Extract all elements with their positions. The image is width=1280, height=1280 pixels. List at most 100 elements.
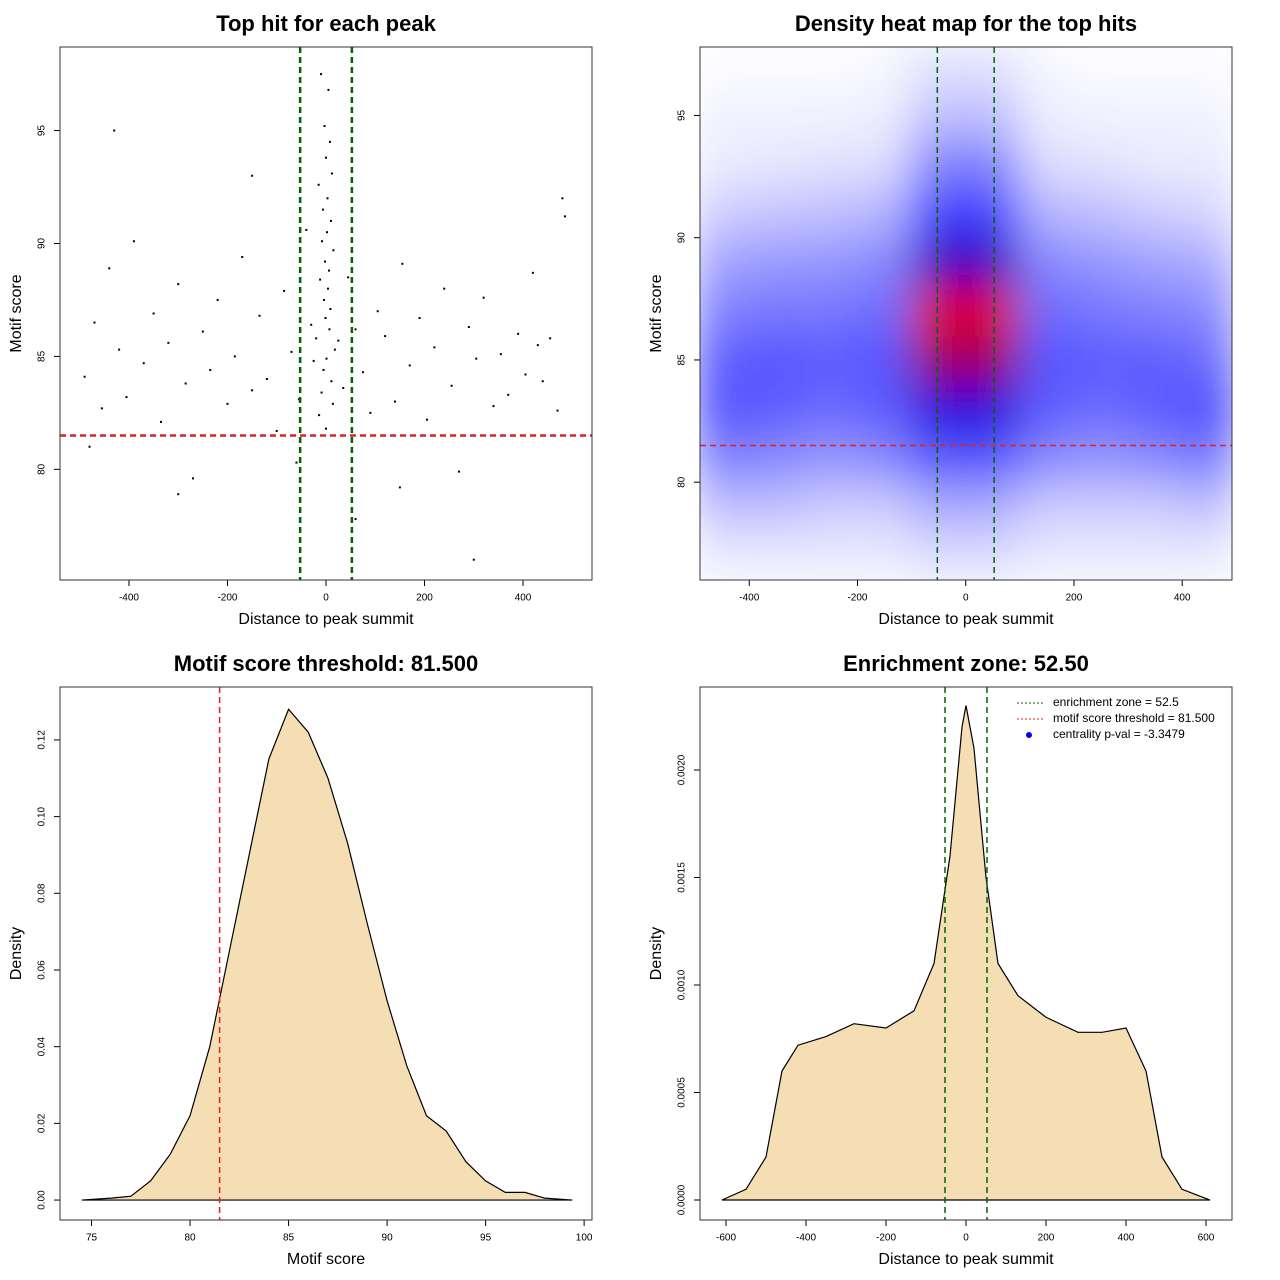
y-tick-label: 85 [677,354,688,366]
point [323,125,326,128]
heat-cell [1127,286,1183,337]
heat-cell [1181,432,1232,483]
y-tick-label: 0.0020 [677,754,688,785]
heat-cell [911,383,967,434]
point [258,314,261,317]
point [472,558,475,561]
point [226,402,229,405]
y-tick-label: 0.00 [37,1190,48,1210]
heat-cell [1181,286,1232,337]
heat-cell [748,90,804,141]
point [233,355,236,358]
heat-cell [856,432,913,483]
plot-frame [699,46,1233,581]
y-tick-label: 95 [677,109,688,121]
point [325,156,327,159]
point [563,215,566,218]
heat-cell [1019,90,1075,141]
heat-cell [1181,481,1232,532]
heat-cell [700,383,750,434]
heat-cell [700,530,750,580]
heat-cell [1127,237,1183,288]
heat-cell [748,432,804,483]
point [329,307,332,310]
heat-cell [802,383,858,434]
heat-cell [1127,530,1183,580]
plot-frame [59,686,593,1221]
legend-label: centrality p-val = -3.3479 [1053,727,1185,741]
heat-cell [748,481,804,532]
point [369,411,372,414]
heat-cell [700,335,750,385]
heat-cell [802,335,858,385]
chart-title: Enrichment zone: 52.50 [843,651,1089,676]
point [319,278,322,281]
heat-cell [748,335,804,385]
point [492,405,495,408]
heat-cell [1127,47,1183,92]
chart-title: Motif score threshold: 81.500 [174,651,478,676]
heat-cell [1019,481,1075,532]
heat-cell [700,286,750,337]
point [561,197,564,200]
heat-cell [1019,188,1075,239]
y-tick-label: 0.0010 [677,969,688,1000]
heat-cell [856,530,913,580]
point [320,73,323,76]
point [354,328,357,331]
heat-cell [911,530,967,580]
x-axis-label: Distance to peak summit [878,611,1054,628]
x-tick-label: 85 [283,1233,295,1244]
x-tick-label: 95 [480,1233,492,1244]
point [216,298,219,301]
heat-cell [911,481,967,532]
heat-cell [856,47,913,92]
point [241,256,244,259]
point [201,330,204,333]
heat-cell [748,188,804,239]
point [475,357,478,360]
heat-cell [1073,530,1129,580]
point [331,402,334,405]
chart-title: Density heat map for the top hits [795,11,1137,36]
point [177,283,180,286]
y-tick-label: 0.0015 [677,862,688,893]
y-tick-label: 90 [677,232,688,244]
x-tick-label: 400 [515,593,532,604]
point [398,486,401,489]
y-axis-label: Density [648,927,665,980]
point [327,88,330,91]
point [320,391,323,394]
x-tick-label: 75 [86,1233,98,1244]
point [108,267,111,270]
heat-cell [802,530,858,580]
heat-cell [965,139,1021,190]
heat-cell [1127,383,1183,434]
legend-label: motif score threshold = 81.500 [1053,711,1215,725]
point [450,384,453,387]
point [275,429,278,432]
x-tick-label: -400 [796,1233,816,1244]
point [536,344,539,347]
x-tick-label: -600 [716,1233,736,1244]
point [517,332,520,335]
x-tick-label: 200 [1038,1233,1055,1244]
x-tick-label: -400 [739,593,759,604]
heat-cell [748,530,804,580]
heat-cell [802,481,858,532]
point [325,357,328,360]
heat-cell [1127,481,1183,532]
point [354,518,357,521]
panel: Top hit for each peak Distance to peak su… [8,11,593,628]
point [324,317,327,320]
heat-cell [856,481,913,532]
plot-frame [59,46,593,581]
legend-label: enrichment zone = 52.5 [1053,695,1179,709]
heat-cell [911,432,967,483]
point [295,461,298,464]
heat-cell [700,139,750,190]
x-axis-label: Distance to peak summit [238,611,414,628]
heat-cell [802,286,858,337]
legend-symbol [1026,732,1032,738]
point [321,240,324,243]
